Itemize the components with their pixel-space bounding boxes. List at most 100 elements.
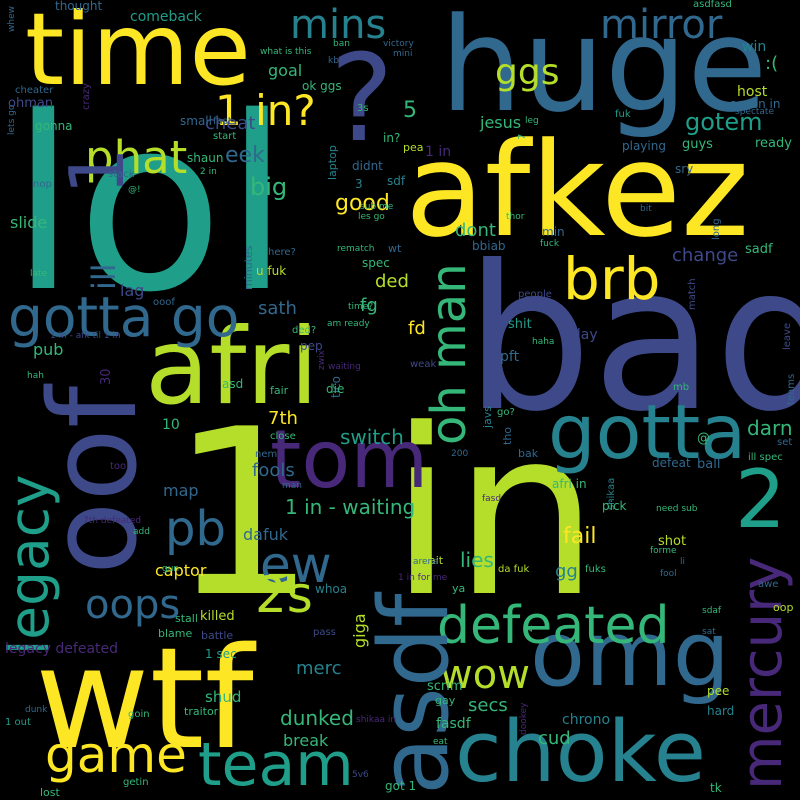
word-blame: blame [158,627,193,640]
word-haha: haha [532,337,555,347]
word-am-ready: am ready [327,319,370,329]
word-cheat: cheat [205,113,256,134]
word-rematch: rematch [337,244,375,254]
word-hard: hard [707,704,735,718]
word-wt: wt [388,242,402,255]
word-time-q: time? [348,302,374,312]
word-five: 5 [403,98,417,123]
word-pass: pass [313,627,336,638]
word-lies: lies [460,548,494,572]
word-die: die [326,382,345,396]
word-shaun: shaun [187,151,224,165]
word-mirror: mirror [600,2,723,48]
word-omg: omg [530,602,730,707]
word-afri: afri [145,306,319,428]
word-1-in-for-me: 1 in for me [398,573,448,583]
word-wow: wow [440,652,530,698]
word-oop: oop [773,601,794,614]
word-cheater: cheater [15,85,54,96]
word-host: host [737,84,768,100]
word-victory: victory [383,39,414,49]
word-sad-face: :( [765,53,779,74]
word-huge: huge [440,0,768,141]
word-need-sub: need sub [656,504,698,514]
word-darn: darn [747,416,793,440]
word-3s: 3s [357,103,369,114]
word-pep: pep [300,339,323,353]
word-fuks: fuks [585,564,606,575]
word-5v6: 5v6 [352,770,369,780]
word-one-in: 1 in [170,381,600,648]
word-ew: ew [260,536,332,594]
word-eat: eat [433,737,448,747]
word-lag: lag [120,281,145,300]
word-ded-q: ded? [292,325,317,336]
word-today: today [584,39,594,65]
word-1-out: 1 out [5,717,31,728]
word-oh-man: oh man [421,263,477,445]
word-da-fuk: da fuk [498,564,530,575]
word-1-sec: 1 sec [205,647,237,661]
word-dunk: dunk [25,705,48,715]
word-switch: switch [340,425,404,449]
word-forme: forme [650,546,677,556]
word-ban: ban [333,39,350,49]
word-gun: gun [162,564,180,574]
word-arena: arena [413,557,439,567]
word-break: break [283,731,329,750]
word-long: long [711,218,722,240]
word-defeated: defeated [437,596,670,656]
word-fair: fair [270,384,289,397]
word-shot: shot [658,534,687,549]
word-tool: tool [110,461,129,472]
word-bak: bak [518,447,539,460]
word-seven-in: seven in [730,97,781,111]
word-ill-spec: ill spec [748,452,783,463]
word-big: big [250,173,288,201]
word-ready: ready [755,136,792,151]
word-gay: gay [435,694,456,707]
word-fasd: fasd [482,494,502,504]
word-small: small [180,114,212,128]
word-secs: secs [468,695,508,716]
word-thirty: 30 [99,368,114,385]
word-wait: wait [420,554,444,567]
word-win: win [742,39,767,55]
word-leave: leave [782,322,793,350]
word-scrim: scrim [427,679,463,694]
word-killed: killed [200,609,235,624]
word-fd: fd [408,318,426,339]
word-fasdf: fasdf [436,716,471,732]
word-sat: sat [702,627,716,637]
word-mb: mb [673,382,690,393]
word-fuk: fuk [615,109,631,120]
word-comeback: comeback [130,9,202,25]
word-1-in-afk: 1 in - afk til 1 in [50,331,121,341]
word-slide: slide [10,213,48,232]
word-change: change [672,245,739,266]
word-ded: ded [375,271,409,292]
word-dookey: dookey [519,702,529,735]
word-asd: asd [222,377,244,391]
word-battle: battle [201,629,234,642]
word-teams: teams [786,373,797,405]
word-shit: shit [508,317,532,332]
word-bad: bad [465,223,800,456]
word-nop: nop [33,179,52,190]
word-ooof: ooof [153,297,175,308]
word-pee: pee [707,684,730,698]
word-what-is-this: what is this [260,47,312,57]
word-got-1: got 1 [385,779,417,793]
word-sdaf: sdaf [702,606,722,616]
word-sath: sath [258,298,297,319]
word-play: play [568,327,598,343]
word-choke: choke [455,703,707,800]
word-at-excl: @! [128,185,141,195]
word-wtf: wtf [35,618,254,781]
word-spectate: spectate [735,107,774,117]
word-minutes: minutes [242,245,255,290]
word-spec: spec [362,256,390,270]
word-pft: pft [500,349,520,365]
word-legacy-defeated: legacy defeated [5,641,119,657]
word-stall: stall [175,612,198,625]
